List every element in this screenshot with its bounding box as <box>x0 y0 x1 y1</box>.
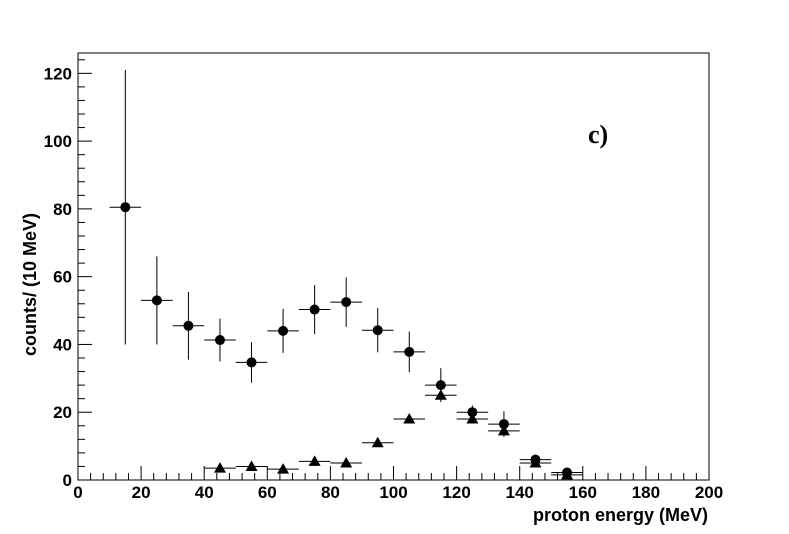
y-tick-label: 20 <box>53 403 72 422</box>
data-point-triangle <box>213 462 226 473</box>
data-point-triangle <box>561 468 574 480</box>
data-point-circle <box>435 380 446 391</box>
data-point-circle <box>278 325 289 336</box>
data-point-circle <box>151 295 162 306</box>
y-tick-label: 40 <box>53 335 72 354</box>
series-circle <box>109 69 583 478</box>
data-point-triangle <box>497 424 510 436</box>
x-tick-label: 180 <box>632 483 660 502</box>
x-axis: 0 20 40 60 80 100 120 140 160 180 200 <box>73 466 723 502</box>
data-point-circle <box>309 304 320 315</box>
data-point-circle <box>341 297 352 308</box>
data-point-circle <box>183 320 194 331</box>
plot-frame <box>77 52 710 481</box>
x-tick-label: 20 <box>132 483 151 502</box>
x-tick-label: 40 <box>195 483 214 502</box>
data-point-triangle <box>371 436 384 448</box>
x-tick-label: 100 <box>379 483 407 502</box>
series-layer <box>109 69 583 480</box>
x-tick-label: 60 <box>258 483 277 502</box>
data-point-triangle <box>529 457 542 468</box>
x-axis-title: proton energy (MeV) <box>533 505 708 525</box>
data-point-triangle <box>245 460 258 471</box>
y-axis-title: counts/ (10 MeV) <box>20 213 40 356</box>
data-point-triangle <box>308 455 321 466</box>
y-tick-label: 60 <box>53 268 72 287</box>
data-point-circle <box>498 419 509 430</box>
x-tick-label: 80 <box>321 483 340 502</box>
data-point-circle <box>467 407 478 418</box>
x-tick-label: 120 <box>442 483 470 502</box>
y-tick-label: 80 <box>53 200 72 219</box>
y-tick-label: 100 <box>44 132 72 151</box>
data-point-triangle <box>466 413 479 424</box>
data-point-circle <box>120 202 131 213</box>
x-tick-label: 160 <box>569 483 597 502</box>
panel-label: c) <box>588 120 608 149</box>
data-point-triangle <box>340 457 353 468</box>
data-point-circle <box>404 346 415 357</box>
y-tick-label: 0 <box>63 471 72 490</box>
series-triangle <box>204 389 583 480</box>
y-tick-label: 120 <box>44 64 72 83</box>
data-point-circle <box>246 357 257 368</box>
data-point-triangle <box>277 463 290 474</box>
x-tick-label: 140 <box>506 483 534 502</box>
y-axis: 0 20 40 60 80 100 120 <box>44 59 92 490</box>
data-point-circle <box>372 325 383 336</box>
data-point-circle <box>214 335 225 346</box>
data-point-triangle <box>434 389 447 400</box>
data-point-triangle <box>403 413 416 424</box>
x-tick-label: 0 <box>73 483 82 502</box>
x-tick-label: 200 <box>695 483 723 502</box>
